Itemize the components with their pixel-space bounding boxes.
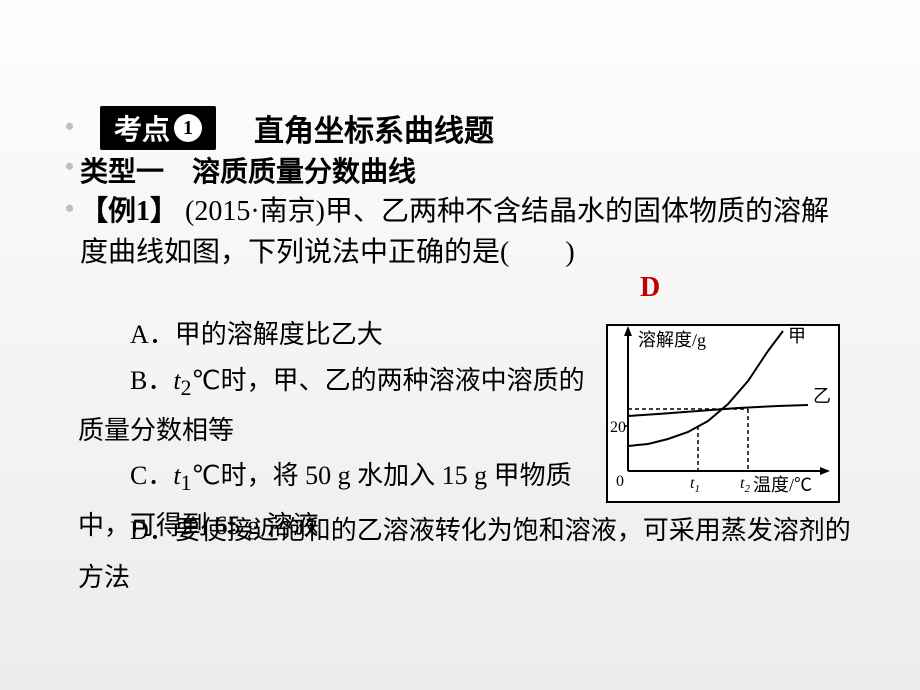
origin-label: 0 <box>616 473 624 490</box>
y-axis-label: 溶解度/g <box>638 330 706 350</box>
bullet-3: • <box>65 194 74 224</box>
curve-label-jia: 甲 <box>788 326 806 346</box>
subtype-heading: 类型一 溶质质量分数曲线 <box>80 150 416 190</box>
x-tick-t1: t1 <box>690 475 700 495</box>
bullet-1: • <box>65 112 74 142</box>
opt-c-t: t <box>173 461 180 490</box>
y-axis-arrow <box>624 326 632 336</box>
opt-b-sub: 2 <box>181 376 192 400</box>
opt-b-t: t <box>173 366 180 395</box>
option-a: A．甲的溶解度比乙大 <box>78 312 588 358</box>
curve-label-yi: 乙 <box>813 386 831 406</box>
x-axis-label: 温度/℃ <box>753 475 812 495</box>
x-axis-arrow <box>820 467 830 475</box>
opt-b-pre: B． <box>130 366 173 395</box>
badge-number: 1 <box>174 114 202 142</box>
slide: • 考点 1 直角坐标系曲线题 • 类型一 溶质质量分数曲线 • 【例1】 (2… <box>0 0 900 10</box>
badge-kaodian: 考点 1 <box>100 106 216 150</box>
option-d: D．要使接近饱和的乙溶液转化为饱和溶液，可采用蒸发溶剂的方法 <box>78 508 858 602</box>
heading-row: 考点 1 直角坐标系曲线题 <box>100 106 494 150</box>
example-source: (2015·南京) <box>185 196 325 227</box>
answer-letter: D <box>640 272 660 304</box>
opt-c-pre: C． <box>130 461 173 490</box>
y-tick-20: 20 <box>610 419 626 436</box>
x-tick-t2: t2 <box>740 475 750 495</box>
badge-label: 考点 <box>114 108 170 148</box>
curve-yi <box>628 405 808 416</box>
example-label: 【例1】 <box>80 196 178 227</box>
option-b: B．t2℃时，甲、乙的两种溶液中溶质的质量分数相等 <box>78 358 588 454</box>
heading-title: 直角坐标系曲线题 <box>254 106 494 150</box>
solubility-chart: 溶解度/g 温度/℃ 20 甲 乙 0 t1 <box>606 324 840 503</box>
bullet-2: • <box>65 152 74 182</box>
opt-c-sub: 1 <box>181 471 192 495</box>
chart-svg: 溶解度/g 温度/℃ 20 甲 乙 0 t1 <box>608 326 838 501</box>
options-lower: D．要使接近饱和的乙溶液转化为饱和溶液，可采用蒸发溶剂的方法 <box>78 508 858 602</box>
example-stem: 【例1】 (2015·南京)甲、乙两种不含结晶水的固体物质的溶解度曲线如图，下列… <box>80 192 840 273</box>
